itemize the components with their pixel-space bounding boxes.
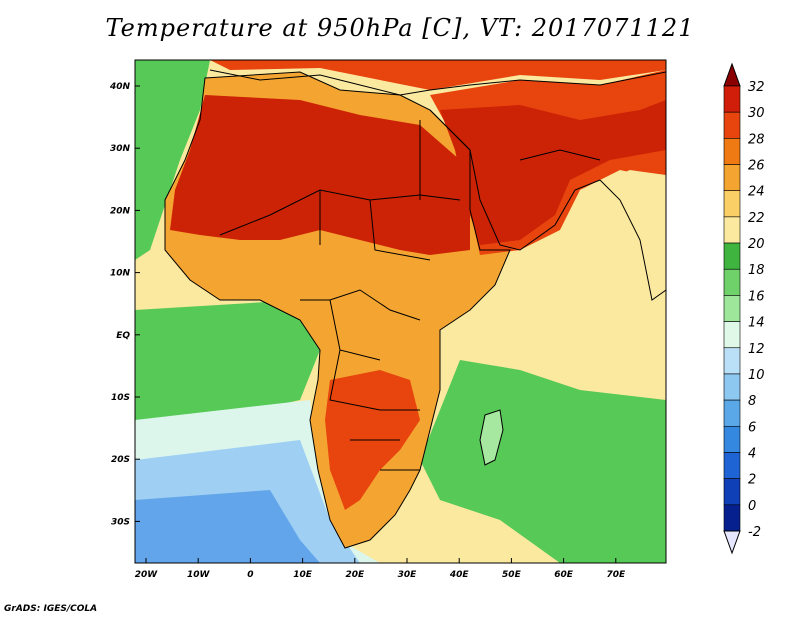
colorbar-swatch [723, 216, 741, 244]
lat-tick-label: 10S [111, 393, 130, 403]
coastline-africa [164, 71, 511, 549]
lat-tick-label: 40N [109, 82, 131, 92]
coastline-madagascar [479, 409, 504, 466]
colorbar-label: 32 [748, 80, 765, 95]
lon-tick-label: 10W [187, 570, 211, 580]
colorbar-swatch [723, 347, 741, 375]
colorbar-swatch [723, 321, 741, 349]
indian-ocean-green [420, 360, 666, 563]
colorbar-swatch [723, 138, 741, 165]
temperature-field [135, 60, 666, 563]
lat-tick-label: 30N [110, 144, 131, 154]
country-borders [219, 120, 601, 471]
colorbar-top-arrow [723, 62, 741, 87]
lon-tick-label: 50E [502, 570, 522, 580]
lat-tick-label: 20S [111, 455, 130, 465]
atlantic-green-south [135, 300, 320, 420]
coastlines-and-borders [164, 69, 666, 549]
lon-tick-label: 70E [606, 570, 626, 580]
colorbar-label: 2 [748, 473, 756, 488]
lon-tick-label: 30E [398, 570, 418, 580]
latitude-axis: 40N 30N 20N 10N EQ 10S 20S 30S [109, 82, 140, 527]
colorbar-swatch [723, 295, 741, 322]
colorbar-swatch [723, 399, 741, 427]
colorbar-swatch [723, 478, 741, 506]
map-frame [134, 59, 667, 564]
arabia-hot-core [440, 100, 666, 245]
map-title: Temperature at 950hPa [C], VT: 201707112… [105, 14, 695, 42]
colorbar-label: 10 [748, 368, 765, 383]
colorbar-swatch [723, 190, 741, 218]
colorbar-label: 26 [748, 159, 765, 174]
colorbar-label: 18 [748, 263, 765, 278]
atlantic-green-north [135, 60, 210, 260]
lat-tick-label: EQ [116, 331, 130, 341]
south-cold-band [135, 490, 320, 563]
colorbar-swatch [723, 373, 741, 401]
lon-tick-label: 0 [247, 570, 253, 580]
colorbar-label: 22 [748, 211, 765, 226]
colorbar-swatch [723, 111, 741, 139]
lon-tick-label: 20E [345, 570, 365, 580]
colorbar-label: 30 [748, 106, 765, 121]
colorbar-swatch [723, 268, 741, 296]
lon-tick-label: 40E [449, 570, 470, 580]
colorbar-label: 0 [748, 499, 756, 514]
grads-credit: GrADS: IGES/COLA [4, 604, 98, 614]
colorbar-label: 12 [748, 342, 765, 357]
longitude-axis: 20W 10W 0 10E 20E 30E 40E 50E 60E 70E [135, 558, 626, 580]
colorbar-label: 20 [748, 237, 765, 252]
lat-tick-label: 30S [111, 517, 130, 527]
colorbar-label: 16 [748, 289, 765, 304]
lat-tick-label: 10N [110, 269, 131, 279]
lon-tick-label: 20W [135, 570, 159, 580]
colorbar-bottom-arrow [723, 530, 741, 555]
colorbar-label: 14 [748, 316, 765, 331]
coastline-europe [209, 69, 666, 96]
coastline-arabia [429, 109, 601, 251]
lon-tick-label: 10E [293, 570, 313, 580]
sahara-hot-core [170, 95, 470, 255]
colorbar-label: -2 [748, 525, 761, 540]
europe-land [210, 60, 666, 90]
india-land [580, 170, 666, 300]
colorbar-swatch [723, 164, 741, 192]
lon-tick-label: 60E [554, 570, 574, 580]
colorbar-label: 24 [748, 185, 765, 200]
colorbar-label: 6 [748, 420, 756, 435]
colorbar-label: 28 [748, 132, 765, 147]
colorbar-label: 4 [748, 446, 756, 461]
colorbar-label: 8 [748, 394, 756, 409]
colorbar-swatch [723, 452, 741, 479]
lat-tick-label: 20N [110, 206, 131, 216]
colorbar-swatch [723, 85, 741, 113]
coastline-india [599, 179, 666, 301]
colorbar-swatch [723, 425, 741, 453]
colorbar-swatch [723, 242, 741, 270]
colorbar-swatch [723, 504, 741, 532]
